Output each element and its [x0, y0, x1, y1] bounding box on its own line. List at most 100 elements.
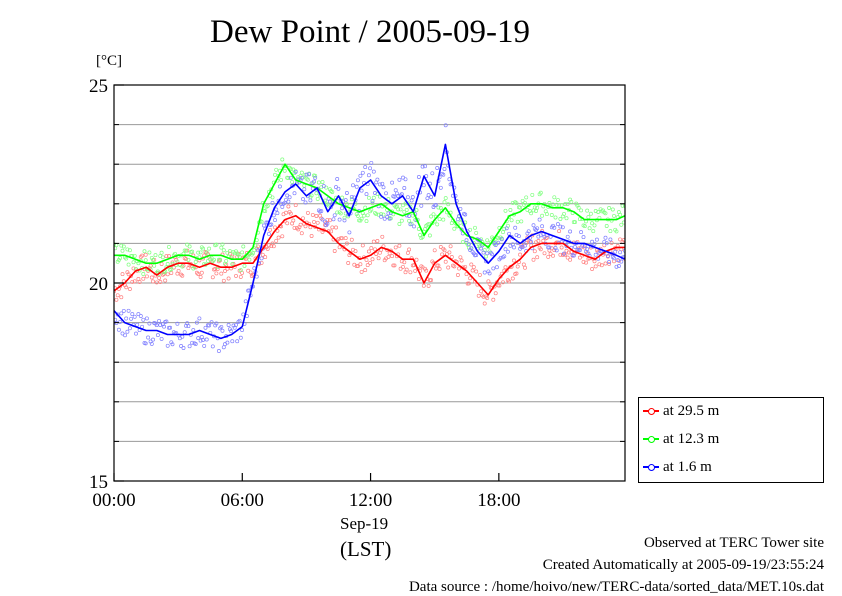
raw-sample-point	[234, 273, 238, 278]
raw-sample-point	[562, 251, 566, 256]
raw-sample-point	[198, 275, 203, 279]
raw-sample-point	[373, 247, 377, 252]
raw-sample-point	[135, 322, 140, 327]
raw-sample-point	[504, 226, 509, 231]
raw-sample-point	[224, 258, 229, 263]
raw-sample-point	[369, 246, 374, 251]
raw-sample-point	[512, 258, 516, 263]
raw-sample-point	[369, 160, 374, 165]
raw-sample-point	[420, 235, 425, 239]
raw-sample-point	[329, 229, 334, 234]
raw-sample-point	[424, 268, 429, 273]
raw-sample-point	[191, 328, 196, 333]
raw-sample-point	[538, 190, 543, 195]
raw-sample-point	[243, 299, 248, 304]
raw-sample-point	[531, 257, 536, 262]
raw-sample-point	[443, 123, 448, 128]
raw-sample-point	[180, 334, 185, 339]
raw-sample-point	[493, 291, 498, 296]
raw-sample-point	[464, 272, 469, 277]
raw-sample-point	[499, 237, 504, 242]
raw-sample-point	[309, 234, 314, 238]
raw-sample-point	[354, 264, 359, 269]
raw-sample-point	[407, 247, 412, 252]
raw-sample-point	[209, 320, 214, 325]
raw-sample-point	[460, 240, 465, 245]
raw-sample-point	[262, 223, 266, 228]
raw-sample-point	[280, 204, 285, 209]
raw-sample-point	[401, 264, 405, 269]
raw-sample-point	[501, 280, 505, 285]
raw-sample-point	[590, 221, 595, 226]
raw-sample-point	[154, 323, 159, 328]
raw-sample-point	[152, 263, 157, 268]
raw-sample-point	[446, 265, 451, 270]
raw-sample-point	[196, 336, 201, 341]
raw-sample-point	[541, 238, 546, 243]
raw-sample-point	[405, 195, 410, 200]
raw-sample-point	[343, 198, 348, 203]
raw-sample-point	[577, 217, 582, 222]
raw-sample-point	[386, 211, 391, 216]
raw-sample-point	[209, 255, 214, 260]
raw-sample-point	[287, 195, 292, 200]
raw-sample-point	[288, 211, 293, 216]
raw-sample-point	[591, 229, 596, 234]
raw-sample-point	[564, 244, 569, 248]
raw-sample-point	[469, 262, 474, 267]
raw-sample-point	[340, 206, 345, 211]
raw-sample-point	[146, 335, 151, 340]
raw-sample-point	[390, 180, 395, 185]
raw-sample-point	[408, 222, 413, 227]
raw-sample-point	[359, 188, 364, 193]
raw-sample-point	[547, 201, 552, 205]
raw-sample-point	[215, 266, 220, 271]
raw-sample-point	[381, 212, 386, 217]
raw-sample-point	[393, 245, 398, 250]
raw-sample-point	[429, 278, 434, 283]
raw-sample-point	[559, 245, 564, 250]
raw-sample-point	[213, 267, 218, 271]
raw-sample-point	[240, 328, 245, 332]
raw-sample-point	[503, 265, 508, 270]
raw-sample-point	[116, 327, 121, 332]
raw-sample-point	[126, 308, 131, 313]
x-axis-timezone-label: (LST)	[340, 537, 392, 561]
raw-sample-point	[355, 213, 360, 218]
raw-sample-point	[305, 177, 310, 182]
legend-swatch-green	[643, 434, 659, 444]
raw-sample-point	[207, 246, 212, 251]
raw-sample-point	[355, 178, 360, 183]
raw-sample-point	[230, 262, 235, 267]
raw-sample-point	[392, 194, 397, 199]
raw-sample-point	[129, 273, 134, 278]
raw-sample-point	[594, 237, 599, 242]
raw-sample-point	[316, 208, 321, 213]
raw-sample-point	[463, 264, 468, 269]
raw-sample-point	[337, 217, 342, 222]
raw-sample-point	[537, 217, 542, 222]
raw-sample-point	[238, 335, 243, 340]
raw-sample-point	[607, 260, 612, 264]
raw-sample-point	[366, 249, 371, 254]
raw-sample-point	[219, 324, 224, 329]
raw-sample-point	[149, 341, 154, 346]
raw-sample-point	[565, 201, 570, 206]
raw-sample-point	[131, 260, 136, 265]
raw-sample-point	[607, 206, 612, 210]
raw-sample-point	[534, 209, 538, 213]
raw-sample-point	[408, 270, 413, 275]
raw-sample-point	[325, 202, 330, 207]
raw-sample-point	[435, 222, 440, 227]
raw-sample-point	[505, 249, 510, 254]
raw-sample-point	[274, 167, 279, 172]
raw-sample-point	[273, 218, 277, 223]
raw-sample-point	[168, 325, 173, 330]
raw-sample-point	[498, 255, 503, 260]
raw-sample-point	[182, 330, 187, 335]
raw-sample-point	[459, 258, 464, 263]
raw-sample-point	[581, 259, 586, 264]
raw-sample-point	[463, 212, 468, 217]
raw-sample-point	[214, 271, 219, 276]
raw-sample-point	[362, 213, 366, 218]
